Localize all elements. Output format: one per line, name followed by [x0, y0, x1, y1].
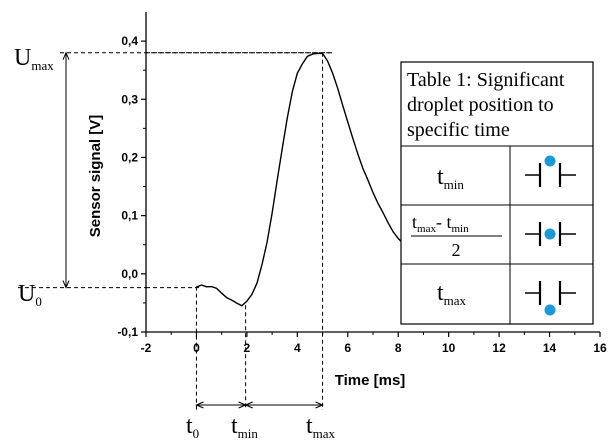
tmin-tmax-arrow-head-left [244, 401, 253, 409]
x-tick-label: 0 [193, 341, 200, 355]
x-tick-label: 10 [442, 341, 456, 355]
tmax-label: tmax [306, 413, 336, 441]
table-row-2-denominator: 2 [452, 240, 461, 260]
table-row-2-numerator: tmax- tmin [412, 212, 469, 235]
droplet-icon [544, 155, 556, 167]
series-line [196, 52, 404, 307]
x-tick-label: 14 [543, 341, 557, 355]
x-tick-label: 6 [344, 341, 351, 355]
x-tick-label: 12 [492, 341, 506, 355]
x-tick-label: 8 [395, 341, 402, 355]
capacitor-droplet-icon [525, 222, 576, 246]
x-tick-label: 2 [244, 341, 251, 355]
u-range-arrow-head-bottom [62, 280, 70, 289]
t0-label: t0 [186, 413, 199, 441]
x-tick-label: 16 [593, 341, 607, 355]
capacitor-droplet-icon [525, 281, 576, 316]
table-row-1-label: tmin [437, 164, 464, 192]
table-title-line-2: droplet position to [407, 94, 554, 116]
t0-tmin-arrow-head-left [195, 401, 204, 409]
y-tick-label: 0,0 [121, 267, 138, 281]
x-axis-label: Time [ms] [335, 372, 406, 389]
table-title-line-1: Table 1: Significant [407, 69, 565, 91]
y-tick-label: -0,1 [117, 325, 138, 339]
table-row-3-label: tmax [437, 280, 467, 308]
x-tick-label: -2 [141, 341, 152, 355]
u-range-arrow-head-top [62, 51, 70, 60]
capacitor-droplet-icon [525, 155, 576, 187]
table-title-line-3: specific time [407, 119, 510, 141]
y-tick-label: 0,4 [121, 34, 138, 48]
y-tick-label: 0,2 [121, 150, 138, 164]
u-max-label: Umax [14, 45, 54, 73]
tmin-tmax-arrow-head-right [315, 401, 324, 409]
droplet-icon [544, 228, 556, 240]
x-tick-label: 4 [294, 341, 301, 355]
y-tick-label: 0,1 [121, 209, 138, 223]
table-1: Table 1: Significant droplet position to… [400, 61, 594, 325]
droplet-icon [544, 304, 556, 316]
tmin-label: tmin [231, 413, 258, 441]
y-axis-label: Sensor signal [V] [87, 115, 104, 238]
y-tick-label: 0,3 [121, 92, 138, 106]
u-0-label: U0 [18, 281, 42, 309]
